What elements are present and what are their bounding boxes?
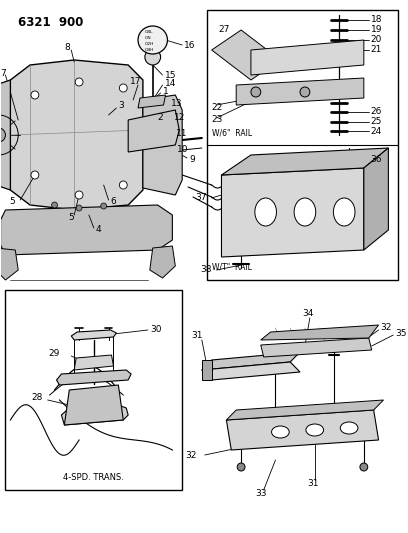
Circle shape bbox=[237, 463, 245, 471]
Ellipse shape bbox=[340, 422, 358, 434]
Text: W/6"  RAIL: W/6" RAIL bbox=[212, 128, 252, 137]
Circle shape bbox=[120, 84, 127, 92]
Bar bbox=[207, 10, 398, 280]
Polygon shape bbox=[236, 78, 364, 105]
Ellipse shape bbox=[294, 198, 316, 226]
Text: 12: 12 bbox=[174, 114, 186, 123]
Polygon shape bbox=[222, 148, 388, 175]
Ellipse shape bbox=[272, 426, 289, 438]
Text: 4: 4 bbox=[96, 225, 102, 235]
Text: 18: 18 bbox=[371, 15, 382, 25]
Text: O2H: O2H bbox=[145, 42, 154, 46]
Text: 31: 31 bbox=[191, 330, 203, 340]
Text: W/T"  RAIL: W/T" RAIL bbox=[212, 263, 251, 272]
Circle shape bbox=[51, 202, 58, 208]
Text: 35: 35 bbox=[395, 328, 407, 337]
Text: 13: 13 bbox=[171, 99, 183, 108]
Polygon shape bbox=[364, 148, 388, 250]
Ellipse shape bbox=[333, 198, 355, 226]
Bar bbox=[5, 290, 182, 490]
Polygon shape bbox=[226, 400, 384, 420]
Text: 34: 34 bbox=[302, 309, 314, 318]
Polygon shape bbox=[143, 95, 182, 195]
Text: 33: 33 bbox=[255, 489, 266, 498]
Polygon shape bbox=[251, 40, 364, 75]
Polygon shape bbox=[128, 110, 179, 152]
Text: 36: 36 bbox=[371, 156, 382, 165]
Text: O4H: O4H bbox=[145, 48, 154, 52]
Text: 1: 1 bbox=[162, 86, 169, 95]
Polygon shape bbox=[150, 246, 175, 278]
Text: 4-SPD. TRANS.: 4-SPD. TRANS. bbox=[63, 473, 124, 482]
Circle shape bbox=[251, 87, 261, 97]
Ellipse shape bbox=[306, 424, 324, 436]
Text: 29: 29 bbox=[48, 350, 60, 359]
Text: 37: 37 bbox=[195, 193, 207, 203]
Polygon shape bbox=[64, 385, 123, 425]
Text: 2: 2 bbox=[157, 112, 163, 122]
Text: 6321  900: 6321 900 bbox=[18, 16, 84, 29]
Polygon shape bbox=[71, 330, 116, 340]
Ellipse shape bbox=[138, 26, 167, 54]
Polygon shape bbox=[226, 410, 379, 450]
Text: 38: 38 bbox=[200, 265, 212, 274]
Ellipse shape bbox=[255, 198, 277, 226]
Text: 8: 8 bbox=[64, 43, 70, 52]
Circle shape bbox=[101, 203, 106, 209]
Text: 21: 21 bbox=[371, 45, 382, 54]
Circle shape bbox=[120, 181, 127, 189]
Text: O4L: O4L bbox=[145, 30, 153, 34]
Polygon shape bbox=[261, 338, 372, 357]
Text: ON: ON bbox=[145, 36, 151, 40]
Polygon shape bbox=[0, 248, 18, 280]
Polygon shape bbox=[62, 405, 128, 425]
Text: 15: 15 bbox=[164, 70, 176, 79]
Circle shape bbox=[76, 205, 82, 211]
Polygon shape bbox=[10, 60, 143, 210]
Text: 9: 9 bbox=[189, 156, 195, 165]
Circle shape bbox=[360, 463, 368, 471]
Text: 28: 28 bbox=[31, 393, 43, 402]
Polygon shape bbox=[212, 30, 280, 80]
Polygon shape bbox=[0, 80, 10, 190]
Text: 23: 23 bbox=[212, 116, 223, 125]
Polygon shape bbox=[202, 360, 212, 380]
Polygon shape bbox=[202, 352, 300, 370]
Circle shape bbox=[75, 191, 83, 199]
Text: 25: 25 bbox=[371, 117, 382, 126]
Text: 22: 22 bbox=[212, 102, 223, 111]
Text: 6: 6 bbox=[111, 198, 116, 206]
Text: 30: 30 bbox=[150, 326, 161, 335]
Text: 5: 5 bbox=[9, 198, 15, 206]
Circle shape bbox=[145, 49, 161, 65]
Polygon shape bbox=[0, 205, 172, 255]
Text: 14: 14 bbox=[164, 78, 176, 87]
Text: 32: 32 bbox=[381, 324, 392, 333]
Polygon shape bbox=[74, 355, 113, 370]
Text: 7: 7 bbox=[1, 69, 7, 77]
Circle shape bbox=[300, 87, 310, 97]
Text: 5: 5 bbox=[69, 214, 74, 222]
Text: 27: 27 bbox=[219, 26, 230, 35]
Text: 20: 20 bbox=[371, 36, 382, 44]
Circle shape bbox=[75, 78, 83, 86]
Polygon shape bbox=[222, 168, 364, 257]
Circle shape bbox=[31, 171, 39, 179]
Text: 16: 16 bbox=[184, 41, 196, 50]
Text: 3: 3 bbox=[118, 101, 124, 110]
Circle shape bbox=[0, 128, 5, 142]
Text: 17: 17 bbox=[130, 77, 142, 86]
Text: 11: 11 bbox=[176, 128, 188, 138]
Text: 31: 31 bbox=[307, 480, 319, 489]
Text: 24: 24 bbox=[371, 126, 382, 135]
Text: 32: 32 bbox=[186, 450, 197, 459]
Text: 10: 10 bbox=[177, 146, 189, 155]
Text: 26: 26 bbox=[371, 108, 382, 117]
Text: 19: 19 bbox=[371, 26, 382, 35]
Polygon shape bbox=[138, 95, 166, 108]
Polygon shape bbox=[202, 362, 300, 380]
Circle shape bbox=[31, 91, 39, 99]
Polygon shape bbox=[57, 370, 131, 385]
Polygon shape bbox=[261, 325, 379, 340]
